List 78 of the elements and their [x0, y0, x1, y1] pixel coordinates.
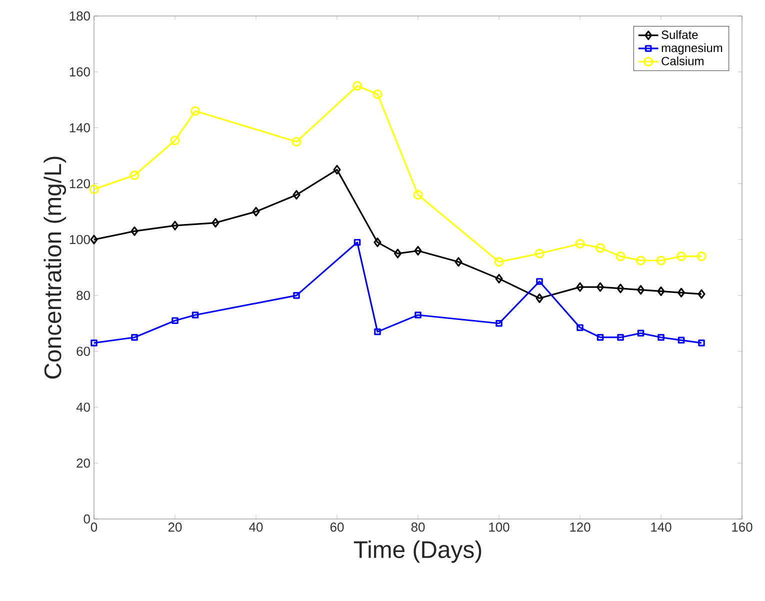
y-tick-label: 100 [70, 234, 90, 244]
point [678, 336, 685, 344]
point [534, 248, 544, 258]
point [172, 317, 178, 324]
point [496, 320, 502, 327]
point [372, 89, 382, 100]
point [252, 206, 260, 216]
x-tick-label: 60 [330, 522, 344, 532]
point [575, 238, 585, 249]
point [636, 256, 646, 266]
point [413, 190, 423, 200]
point [293, 292, 300, 299]
y-tick-label: 160 [70, 67, 90, 76]
legend-label: Calsium [662, 56, 704, 66]
y-axis-title: Concentration (mg/L) [44, 156, 66, 379]
y-tick-label: 180 [70, 11, 90, 21]
point [696, 252, 706, 262]
point [192, 312, 199, 318]
point [90, 340, 98, 346]
point [576, 324, 584, 331]
point [374, 328, 381, 336]
point [454, 257, 462, 267]
point [131, 334, 138, 341]
point [616, 252, 626, 262]
point [495, 274, 503, 284]
point [354, 238, 361, 246]
y-tick-label: 60 [76, 346, 90, 356]
point [617, 334, 624, 341]
point [536, 278, 543, 285]
point [170, 136, 180, 146]
y-tick-label: 40 [76, 402, 90, 412]
x-tick-label: 80 [411, 522, 425, 532]
point [616, 284, 624, 294]
x-tick-label: 20 [168, 522, 182, 532]
point [414, 246, 422, 256]
point [292, 136, 302, 147]
x-tick-label: 0 [90, 522, 98, 532]
point [190, 106, 200, 116]
y-tick-label: 0 [84, 514, 90, 524]
point [374, 238, 382, 248]
x-tick-label: 140 [651, 522, 672, 532]
x-tick-label: 100 [489, 522, 510, 532]
point [698, 289, 706, 299]
legend-label: Sulfate [662, 30, 698, 40]
point [676, 252, 686, 262]
x-tick-label: 120 [570, 522, 590, 532]
point [595, 243, 606, 253]
y-tick-label: 20 [76, 458, 90, 468]
point [292, 190, 300, 200]
y-tick-label: 120 [70, 179, 90, 188]
point [90, 234, 98, 244]
point [89, 184, 99, 194]
point [394, 248, 402, 258]
point [130, 170, 140, 180]
y-tick-label: 80 [76, 290, 90, 300]
x-tick-label: 160 [732, 522, 752, 532]
point [596, 282, 604, 292]
x-axis-title: Time (Days) [354, 540, 482, 563]
y-tick-label: 140 [70, 123, 90, 132]
point [171, 220, 179, 230]
point [677, 288, 686, 298]
point [656, 256, 666, 266]
point [596, 334, 604, 341]
x-tick-label: 40 [249, 522, 263, 532]
point [212, 218, 220, 228]
point [130, 226, 138, 236]
point [658, 334, 664, 341]
point [698, 340, 705, 346]
point [333, 164, 341, 174]
point [536, 293, 544, 304]
point [494, 257, 504, 267]
point [414, 312, 422, 318]
point [637, 330, 644, 337]
point [636, 285, 645, 295]
point [352, 81, 362, 91]
point [657, 286, 665, 296]
point [576, 282, 584, 292]
legend-label: magnesium [662, 43, 722, 55]
